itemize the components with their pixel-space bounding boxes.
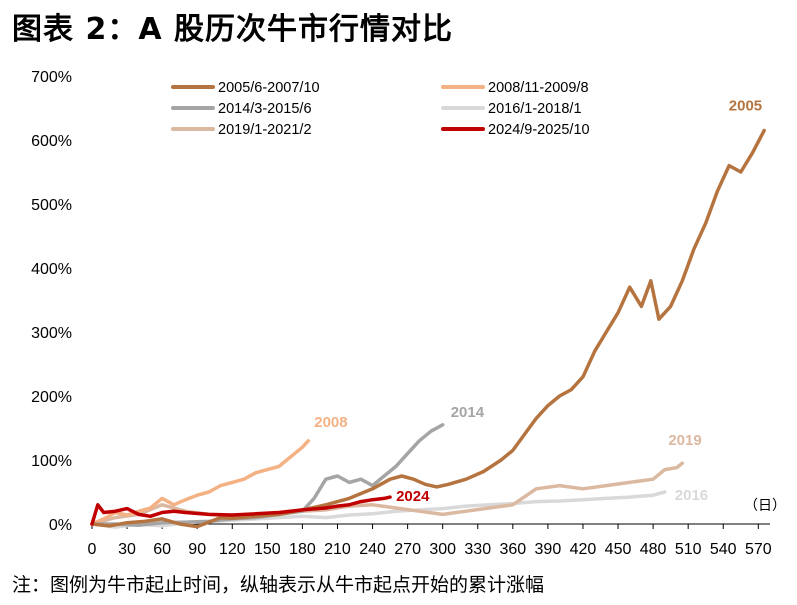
legend-label-2014: 2014/3-2015/6: [218, 101, 312, 117]
series-end-label-2008: 2008: [314, 414, 347, 431]
y-tick-label: 700%: [31, 69, 72, 86]
chart-title: 图表 2：A 股历次牛市行情对比: [12, 12, 453, 47]
x-tick-label: 510: [675, 541, 702, 558]
y-tick-label: 600%: [31, 133, 72, 150]
x-tick-label: 390: [535, 541, 562, 558]
y-tick-label: 400%: [31, 261, 72, 278]
x-tick-label: 330: [464, 541, 491, 558]
series-line-2005: [90, 128, 766, 529]
legend-label-2019: 2019/1-2021/2: [218, 122, 312, 138]
series-end-labels: 2005 2008 2014 2016 2019 2024: [314, 97, 762, 505]
series-end-label-2019: 2019: [668, 432, 701, 449]
y-tick-label: 300%: [31, 325, 72, 342]
series-line-2019: [90, 461, 685, 526]
x-tick-label: 420: [570, 541, 597, 558]
x-tick-label: 90: [188, 541, 206, 558]
x-tick-label: 570: [745, 541, 772, 558]
line-chart: 0% 100% 200% 300% 400% 500% 600% 700% 0 30 60 90 120…: [31, 69, 786, 558]
legend-label-2016: 2016/1-2018/1: [488, 101, 582, 117]
x-tick-label: 300: [429, 541, 456, 558]
x-tick-label: 30: [118, 541, 136, 558]
series-lines: [90, 128, 766, 529]
x-tick-label: 180: [289, 541, 316, 558]
x-tick-label: 0: [88, 541, 97, 558]
x-tick-label: 450: [605, 541, 632, 558]
series-end-label-2024: 2024: [396, 488, 430, 505]
series-line-2008: [90, 439, 311, 526]
legend: 2005/6-2007/10 2008/11-2009/8 2014/3-2015/…: [171, 80, 590, 138]
x-tick-label: 540: [710, 541, 737, 558]
x-tick-label: 270: [394, 541, 421, 558]
axes: 0% 100% 200% 300% 400% 500% 600% 700% 0 30 60 90 120…: [31, 69, 786, 558]
x-tick-label: 210: [324, 541, 351, 558]
legend-label-2005: 2005/6-2007/10: [218, 80, 320, 96]
legend-label-2008: 2008/11-2009/8: [488, 80, 589, 96]
series-end-label-2005: 2005: [729, 97, 762, 114]
y-tick-label: 0%: [49, 517, 72, 534]
x-axis-unit: （日）: [744, 498, 786, 514]
footnote: 注：图例为牛市起止时间，纵轴表示从牛市起点开始的累计涨幅: [12, 574, 545, 596]
series-end-label-2016: 2016: [675, 487, 708, 504]
x-tick-label: 480: [640, 541, 667, 558]
x-tick-label: 60: [153, 541, 171, 558]
series-end-label-2014: 2014: [451, 404, 485, 421]
series-line-2024: [90, 495, 392, 526]
legend-label-2024: 2024/9-2025/10: [488, 122, 590, 138]
x-tick-label: 150: [254, 541, 281, 558]
y-tick-label: 500%: [31, 197, 72, 214]
y-tick-label: 100%: [31, 453, 72, 470]
x-tick-label: 240: [359, 541, 386, 558]
y-tick-label: 200%: [31, 389, 72, 406]
x-tick-label: 120: [219, 541, 246, 558]
x-tick-label: 360: [499, 541, 526, 558]
